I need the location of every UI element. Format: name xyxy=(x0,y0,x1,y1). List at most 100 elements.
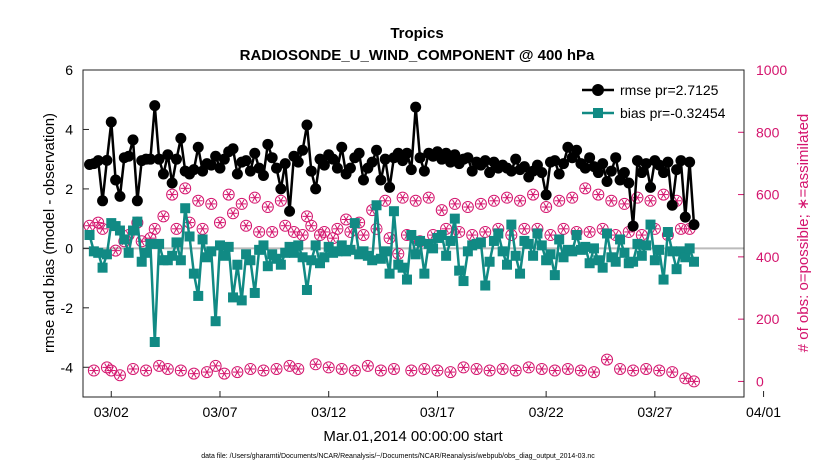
obs-possible-point xyxy=(361,359,374,372)
bias-point xyxy=(554,234,565,245)
obs-assimilated-point xyxy=(111,246,121,255)
obs-possible-point xyxy=(179,182,192,195)
obs-possible-point xyxy=(222,188,235,201)
obs-possible-point xyxy=(614,362,627,375)
obs-assimilated-point xyxy=(154,361,164,371)
obs-possible-point xyxy=(305,219,318,232)
x-tick-label: 03/22 xyxy=(529,404,564,420)
obs-assimilated-point xyxy=(324,363,334,372)
obs-assimilated-point xyxy=(211,361,221,371)
obs-assimilated-stroke xyxy=(565,364,571,374)
bias-point xyxy=(315,258,326,269)
obs-possible-point xyxy=(127,362,140,375)
obs-assimilated-stroke xyxy=(543,202,549,212)
obs-possible-point xyxy=(487,194,500,207)
obs-possible-point xyxy=(240,219,253,232)
obs-assimilated-stroke xyxy=(234,367,241,377)
obs-assimilated-point xyxy=(85,221,95,230)
rmse-point xyxy=(549,155,561,167)
bias-point xyxy=(528,250,539,261)
rmse-point xyxy=(553,168,565,180)
bias-point xyxy=(628,256,639,267)
obs-assimilated-point xyxy=(272,364,282,374)
obs-assimilated-stroke xyxy=(291,227,297,237)
rmse-point xyxy=(157,168,169,180)
obs-assimilated-point xyxy=(176,366,186,375)
bias-point xyxy=(567,246,578,257)
rmse-point xyxy=(114,190,126,202)
bias-point xyxy=(462,246,473,257)
obs-assimilated-stroke xyxy=(421,364,428,374)
bias-point xyxy=(549,270,560,281)
bias-point xyxy=(388,206,399,217)
rmse-point xyxy=(310,183,322,195)
rmse-point xyxy=(153,153,165,165)
obs-assimilated-stroke xyxy=(247,364,254,374)
bias-point xyxy=(101,249,112,260)
bias-point xyxy=(441,250,452,261)
obs-assimilated-stroke xyxy=(552,366,558,375)
obs-assimilated-point xyxy=(554,196,564,205)
data-file-footnote: data file: /Users/gharamti/Documents/NCA… xyxy=(201,453,595,460)
obs-assimilated-stroke xyxy=(343,215,349,224)
obs-assimilated-stroke xyxy=(556,196,562,205)
x-tick-label: 03/12 xyxy=(311,404,346,420)
rmse-point xyxy=(510,153,522,165)
rmse-point xyxy=(410,101,422,113)
rmse-point xyxy=(449,149,461,161)
rmse-point xyxy=(401,147,413,159)
obs-assimilated-point xyxy=(198,224,208,233)
obs-assimilated-point xyxy=(489,196,499,205)
rmse-point xyxy=(601,175,613,187)
obs-assimilated-point xyxy=(580,184,590,193)
rmse-point xyxy=(292,156,304,168)
obs-assimilated-point xyxy=(689,377,699,386)
rmse-point xyxy=(645,181,657,193)
legend-bias-label: bias pr=-0.32454 xyxy=(620,105,726,121)
obs-possible-point xyxy=(587,366,600,379)
bias-point xyxy=(132,216,143,227)
bias-point xyxy=(184,231,195,242)
legend: rmse pr=2.7125 bias pr=-0.32454 xyxy=(578,75,740,123)
obs-assimilated-stroke xyxy=(143,366,149,375)
obs-assimilated-stroke xyxy=(169,190,175,199)
obs-possible-point xyxy=(166,188,179,201)
obs-assimilated-stroke xyxy=(217,218,223,227)
bias-point xyxy=(458,276,469,287)
obs-assimilated-stroke xyxy=(617,364,623,374)
bias-point xyxy=(510,250,521,261)
rmse-point xyxy=(597,158,609,170)
bias-point xyxy=(610,256,621,267)
bias-point xyxy=(497,246,508,257)
obs-possible-point xyxy=(579,182,592,195)
obs-assimilated-stroke xyxy=(382,196,388,205)
y-tick-label: 0 xyxy=(65,240,73,256)
rmse-point xyxy=(636,167,648,179)
bias-point xyxy=(415,235,426,246)
obs-assimilated-stroke xyxy=(586,227,593,237)
obs-assimilated-point xyxy=(106,366,116,375)
rmse-point xyxy=(605,165,617,177)
rmse-point xyxy=(640,158,652,170)
bias-point xyxy=(588,243,599,254)
bias-point xyxy=(675,246,686,257)
obs-assimilated-point xyxy=(646,196,656,205)
obs-assimilated-point xyxy=(528,190,538,199)
rmse-point xyxy=(357,174,369,186)
obs-possible-point xyxy=(292,362,305,375)
obs-possible-point xyxy=(535,362,548,375)
obs-possible-point xyxy=(218,367,231,380)
y-tick-label: 2 xyxy=(65,181,73,197)
obs-assimilated-stroke xyxy=(595,190,602,199)
plot-area: 6 4 2 0 -2 -4 1000 800 600 400 200 0 03/02 03/07 03/12… xyxy=(61,62,788,420)
bias-point xyxy=(580,241,591,252)
obs-assimilated-stroke xyxy=(578,366,584,375)
obs-possible-point xyxy=(457,361,470,374)
obs-possible-point xyxy=(187,367,200,380)
obs-assimilated-point xyxy=(654,366,664,375)
obs-assimilated-stroke xyxy=(647,196,654,205)
obs-possible-point xyxy=(283,359,296,372)
obs-assimilated-point xyxy=(589,367,599,377)
bias-point xyxy=(193,290,204,301)
bias-point xyxy=(141,247,152,258)
